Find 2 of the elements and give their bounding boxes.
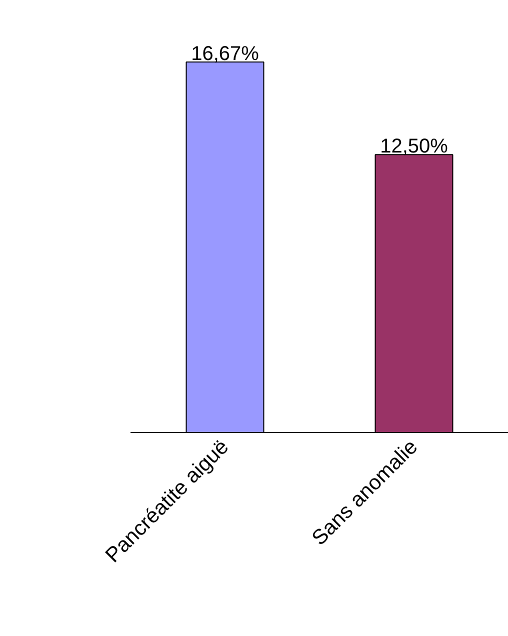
data-label: 12,50%	[380, 136, 448, 158]
data-label: 16,67%	[191, 42, 260, 65]
